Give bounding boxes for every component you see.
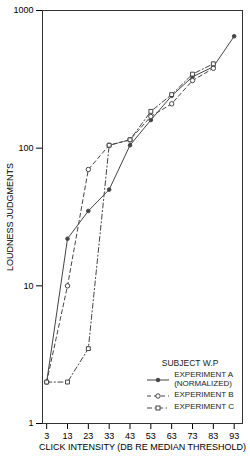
svg-text:1000: 1000: [13, 5, 33, 15]
svg-text:83: 83: [208, 431, 218, 441]
html-text:SUBJECT W.P: SUBJECT W.P: [161, 357, 219, 368]
html-text:EXPERIMENT A (NORMALIZED): EXPERIMENT A (NORMALIZED): [174, 369, 234, 388]
html-text:EXPERIMENT C: EXPERIMENT C: [174, 402, 234, 412]
svg-text:63: 63: [167, 431, 177, 441]
svg-text:100: 100: [18, 143, 33, 153]
svg-text:73: 73: [187, 431, 197, 441]
svg-text:1: 1: [28, 418, 33, 428]
svg-text:LOUDNESS JUDGMENTS: LOUDNESS JUDGMENTS: [5, 163, 15, 271]
svg-text:93: 93: [229, 431, 239, 441]
svg-text:10: 10: [23, 281, 33, 291]
svg-text:23: 23: [83, 431, 93, 441]
svg-text:13: 13: [62, 431, 72, 441]
html-text:EXPERIMENT B: EXPERIMENT B: [174, 390, 234, 400]
svg-text:43: 43: [125, 431, 135, 441]
svg-text:3: 3: [44, 431, 49, 441]
svg-text:53: 53: [146, 431, 156, 441]
svg-text:CLICK INTENSITY (DB RE MEDIAN: CLICK INTENSITY (DB RE MEDIAN THRESHOLD): [39, 442, 246, 452]
svg-text:33: 33: [104, 431, 114, 441]
